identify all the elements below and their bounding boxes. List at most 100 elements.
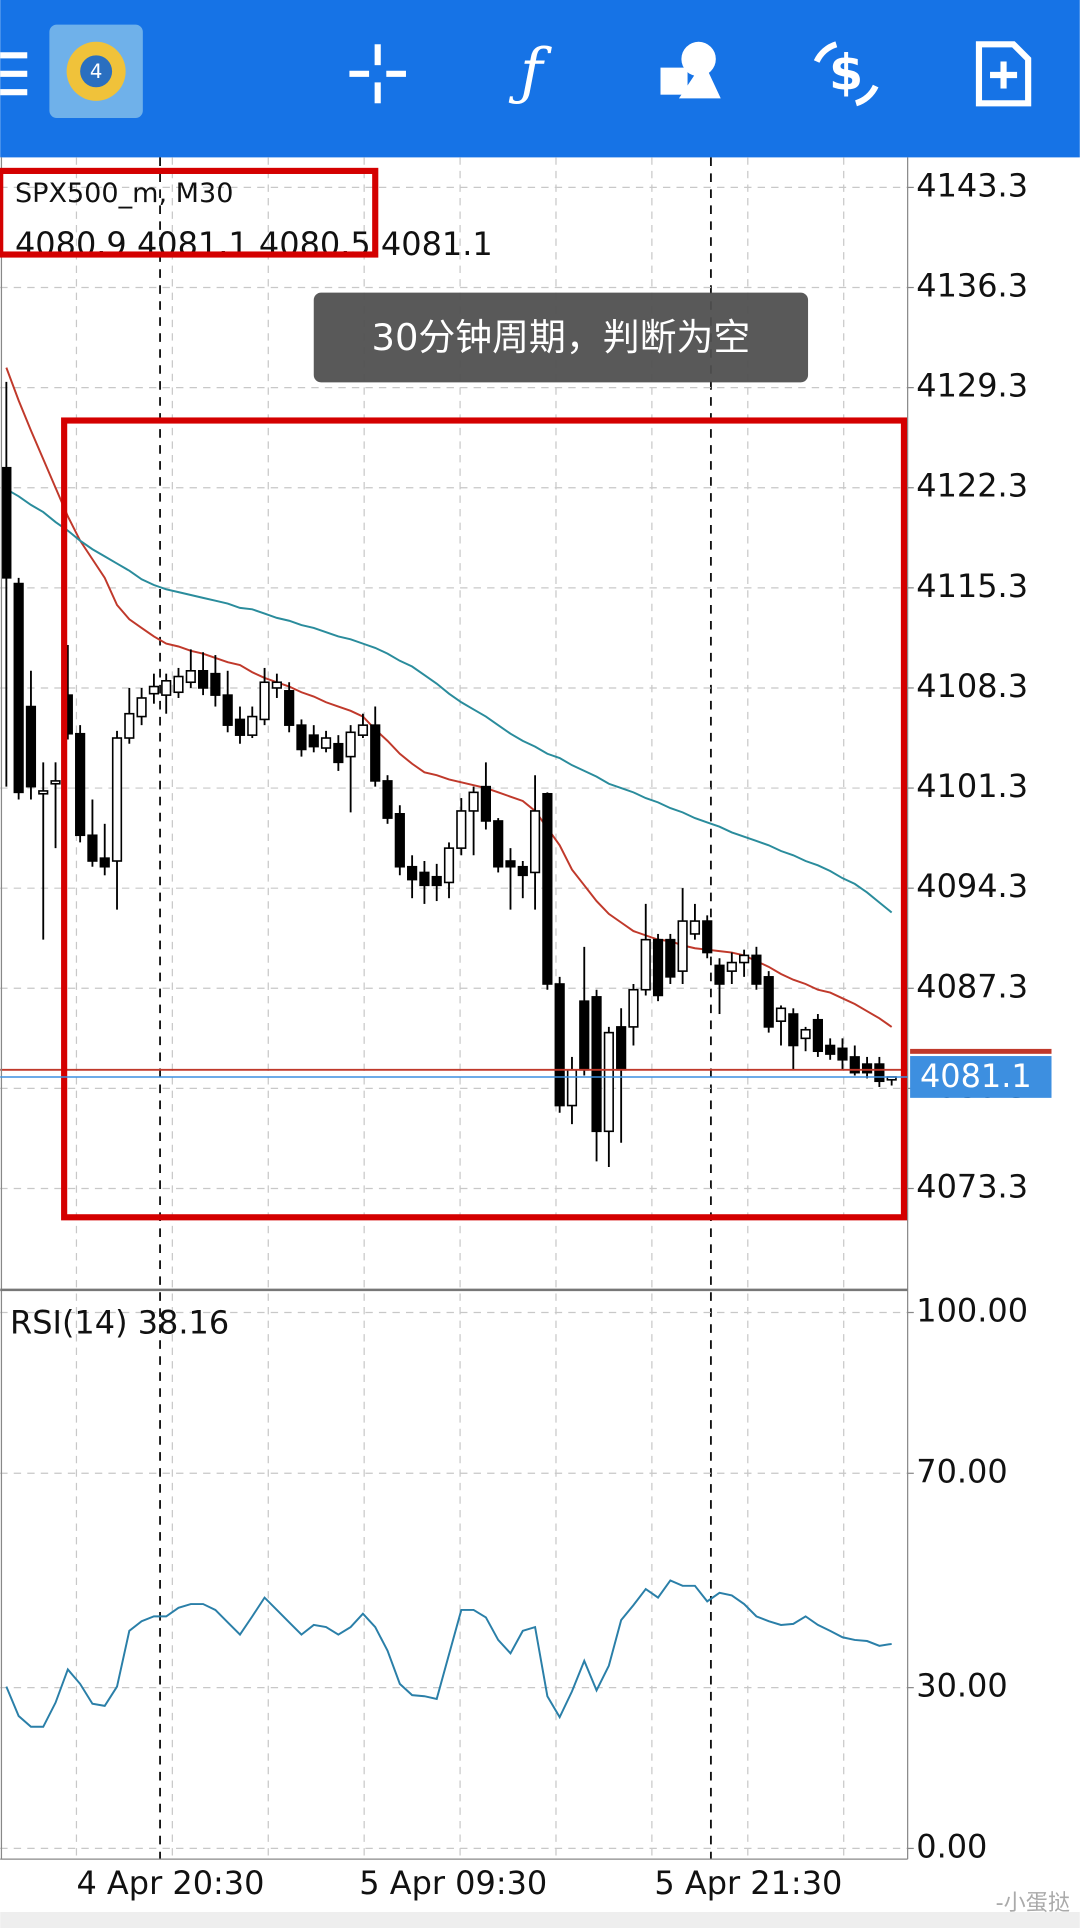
svg-text:$: $ [829, 44, 863, 102]
x-tick-label: 5 Apr 21:30 [654, 1864, 842, 1902]
y-tick-label: 4101.3 [916, 767, 1028, 805]
candle-body [640, 938, 651, 991]
candle-body [505, 860, 516, 868]
highlight-box [0, 167, 379, 258]
candle-body [861, 1063, 873, 1074]
candle-body [874, 1063, 885, 1083]
candle-body [247, 715, 258, 736]
candle-body [825, 1044, 836, 1055]
candle-body [652, 938, 664, 997]
y-tick-label: 70.00 [916, 1452, 1007, 1490]
y-tick-label: 30.00 [916, 1667, 1007, 1705]
y-tick-label: 4136.3 [916, 267, 1028, 305]
toast [313, 292, 809, 383]
candle-body [25, 705, 37, 788]
y-tick-label: 4108.3 [916, 667, 1028, 705]
candle-body [591, 996, 602, 1133]
candle-body [689, 920, 701, 935]
y-tick-label: 100.00 [916, 1292, 1028, 1330]
highlight-box [61, 417, 908, 1221]
candle-body [480, 785, 492, 822]
rsi-name: RSI(14) [10, 1303, 128, 1341]
candle-body [468, 791, 479, 812]
candle-body [800, 1028, 811, 1040]
candle-body [382, 780, 393, 819]
x-tick-label: 4 Apr 20:30 [76, 1864, 264, 1902]
candle-body [111, 737, 123, 862]
x-tick-label: 5 Apr 09:30 [359, 1864, 547, 1902]
rsi-title: RSI(14) 38.16 [10, 1303, 229, 1341]
app-logo[interactable]: 4 [49, 24, 143, 119]
rsi-value: 38.16 [138, 1303, 229, 1341]
candle-body [566, 1069, 578, 1107]
candle-body [579, 1000, 590, 1071]
candle-body [726, 961, 737, 972]
candle-body [136, 697, 147, 718]
candle-body [148, 685, 160, 695]
candle-body [345, 731, 356, 758]
candle-body [259, 681, 270, 721]
candle-body [13, 582, 24, 794]
y-tick-label: 4094.3 [916, 867, 1028, 905]
candle-body [210, 672, 221, 696]
y-tick-label: 0.00 [916, 1827, 987, 1865]
candle-body [616, 1026, 627, 1071]
candle-body [788, 1013, 799, 1047]
candle-body [665, 938, 676, 978]
bottom-band [0, 1912, 1080, 1928]
candle-body [837, 1047, 848, 1061]
candle-body [271, 681, 282, 689]
candle-body [308, 734, 319, 748]
moving-average [5, 488, 893, 914]
watermark: -小蛋挞 [996, 1890, 1070, 1916]
bid-price-label: 4081.1 [920, 1057, 1032, 1095]
candle-body [124, 712, 135, 739]
candle-body [603, 1031, 614, 1133]
ask-price-marker [910, 1048, 1052, 1054]
bid-price-box [910, 1056, 1052, 1098]
candle-body [443, 847, 455, 884]
candle-body [419, 871, 430, 887]
candle-body [38, 790, 49, 795]
candle-body [554, 983, 565, 1107]
y-tick-label: 4087.3 [916, 967, 1028, 1005]
close: 4081.1 [381, 225, 493, 263]
candle-body [357, 724, 369, 736]
candle-body [333, 742, 344, 764]
objects-button[interactable] [660, 41, 721, 99]
candle-body [1, 466, 12, 579]
candle-body [739, 954, 750, 964]
candle-body [284, 690, 295, 726]
candle-body [234, 718, 246, 736]
new-order-button[interactable] [975, 41, 1032, 107]
y-tick-label: 4073.3 [916, 1168, 1028, 1206]
menu-button[interactable] [0, 52, 28, 96]
plot-area: 4143.3 4136.3 4129.3 4122.3 4115.3 4108.3 4101… [0, 157, 1028, 1865]
candle-body [407, 865, 418, 881]
candle-body [222, 694, 233, 726]
toolbar [0, 0, 1080, 158]
candle-body [542, 792, 553, 985]
candle-body [493, 820, 504, 868]
y-tick-label: 4122.3 [916, 467, 1028, 505]
candle-body [99, 857, 110, 868]
candle-body [517, 865, 528, 877]
candle-body [763, 976, 774, 1028]
toast-text: 30分钟周期，判断为空 [371, 316, 750, 359]
candle-body [529, 810, 541, 874]
candle-body [812, 1018, 823, 1053]
trade-button[interactable]: $ [813, 41, 879, 107]
candle-body [296, 724, 307, 751]
candle-body [75, 732, 86, 837]
candle-body [173, 675, 184, 694]
svg-text:4: 4 [90, 60, 103, 83]
candle-body [320, 737, 332, 749]
candle-body [185, 670, 196, 684]
y-tick-label: 4129.3 [916, 367, 1028, 405]
candle-body [775, 1007, 787, 1022]
y-tick-label: 4115.3 [916, 567, 1028, 605]
candle-body [751, 954, 762, 985]
crosshair-button[interactable] [349, 44, 406, 104]
y-tick-label: 4143.3 [916, 166, 1028, 204]
